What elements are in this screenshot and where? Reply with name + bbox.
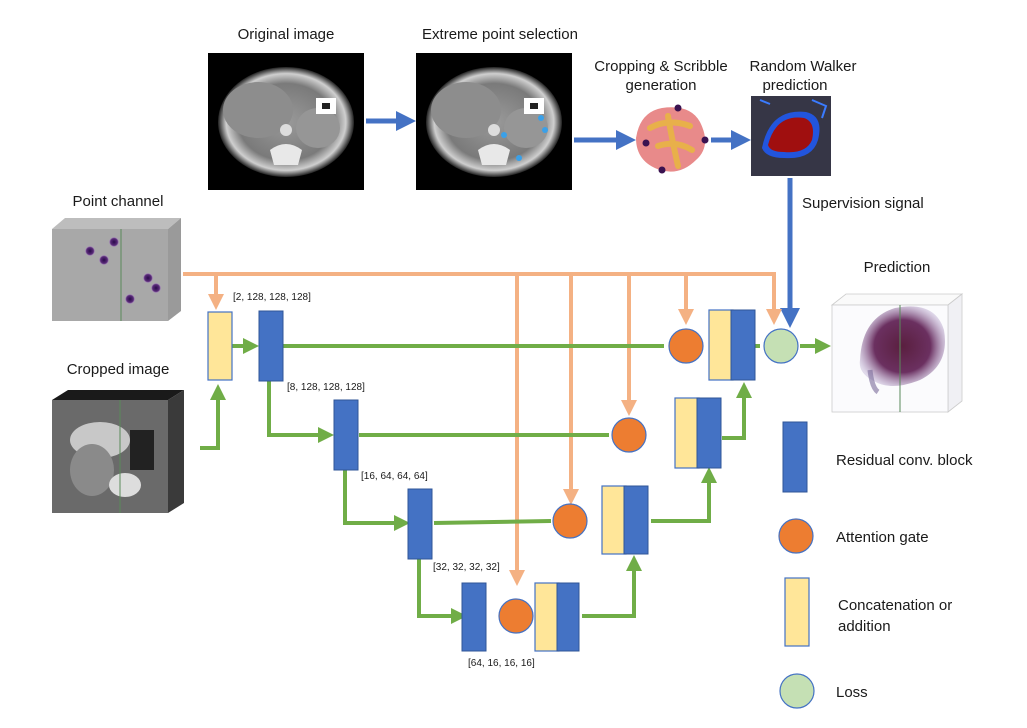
residual-block-enc-1 [258, 310, 284, 382]
label-point-channel: Point channel [73, 193, 164, 210]
decoder-block-3 [601, 485, 649, 555]
decoder-block-1 [708, 309, 756, 381]
label-extreme-point-selection: Extreme point selection [422, 26, 578, 43]
point-channel-cube [52, 218, 181, 321]
label-prediction: Prediction [864, 259, 931, 276]
dim-level1-out: [8, 128, 128, 128] [287, 382, 365, 393]
residual-block-enc-3 [407, 488, 433, 560]
dim-level3: [32, 32, 32, 32] [433, 562, 500, 573]
legend-residual-swatch [782, 421, 808, 493]
loss-node [763, 328, 799, 364]
random-walker-image [751, 96, 831, 176]
attention-gate-1 [668, 328, 704, 364]
extreme-point-ct-image [416, 53, 572, 190]
legend-residual-label: Residual conv. block [836, 452, 973, 469]
attention-gate-4 [498, 598, 534, 634]
original-ct-image [208, 53, 364, 190]
legend-concat-label-1: Concatenation or [838, 597, 952, 614]
legend-attention-swatch [778, 518, 814, 554]
legend-loss-label: Loss [836, 684, 868, 701]
unet-green-paths [200, 338, 831, 624]
legend-concat-swatch [784, 577, 810, 647]
label-random-walker-2: prediction [762, 77, 827, 94]
legend-attention-label: Attention gate [836, 529, 929, 546]
attention-gate-3 [552, 503, 588, 539]
cropped-image-cube [52, 390, 184, 513]
label-cropping-scribble-1: Cropping & Scribble [594, 58, 727, 75]
legend-concat-label-2: addition [838, 618, 891, 635]
legend-loss-swatch [779, 673, 815, 709]
dim-level4: [64, 16, 16, 16] [468, 658, 535, 669]
label-random-walker-1: Random Walker [750, 58, 857, 75]
dim-level1-in: [2, 128, 128, 128] [233, 292, 311, 303]
dim-level2: [16, 64, 64, 64] [361, 471, 428, 482]
decoder-block-4 [534, 582, 580, 652]
scribble-blob-image [636, 104, 709, 174]
label-original-image: Original image [238, 26, 335, 43]
residual-block-enc-2 [333, 399, 359, 471]
input-concat-block [207, 311, 233, 381]
prediction-cube [830, 293, 964, 413]
attention-gate-2 [611, 417, 647, 453]
label-cropping-scribble-2: generation [626, 77, 697, 94]
label-supervision-signal: Supervision signal [802, 195, 924, 212]
residual-block-enc-4 [461, 582, 487, 652]
point-channel-skip-lines [183, 272, 782, 586]
label-cropped-image: Cropped image [67, 361, 170, 378]
decoder-block-2 [674, 397, 722, 469]
